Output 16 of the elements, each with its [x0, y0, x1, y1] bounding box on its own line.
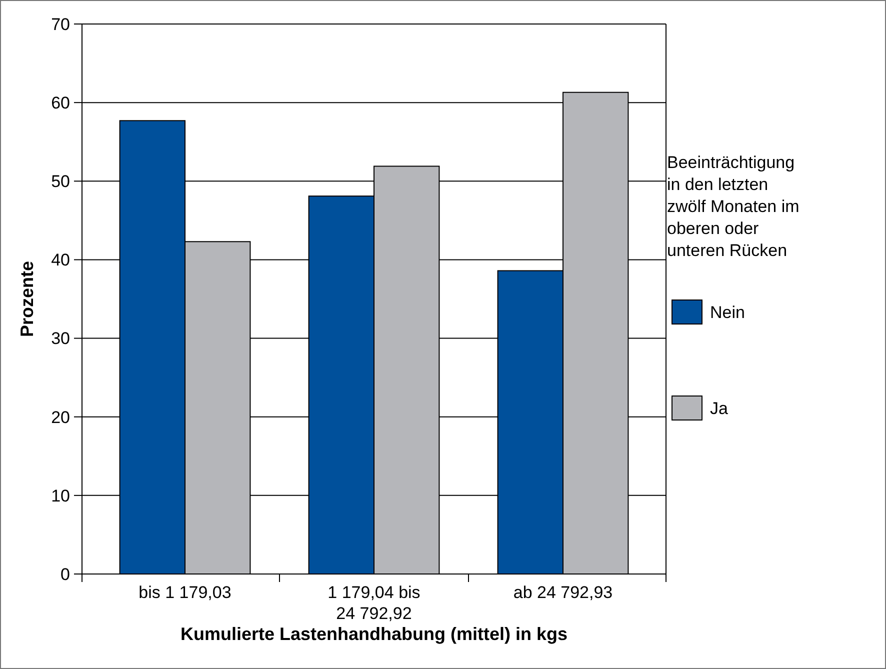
y-axis-title: Prozente [17, 260, 37, 338]
y-tick-label: 10 [51, 486, 70, 506]
legend-label: Nein [710, 302, 745, 322]
y-tick-label: 50 [51, 172, 70, 192]
legend-title: Beeinträchtigung in den letzten zwölf Monaten im oberen oder unteren Rücken [667, 153, 800, 260]
y-tick-label: 20 [51, 408, 70, 427]
y-tick-label: 30 [51, 329, 70, 348]
y-tick-label: 60 [51, 94, 70, 113]
y-tick-label: 40 [51, 250, 70, 270]
x-tick-label: bis 1 179,03 [138, 583, 232, 602]
x-tick-label: 1 179,04 bis 24 792,92 [328, 583, 420, 623]
y-tick-label: 0 [60, 564, 70, 584]
x-tick-label: ab 24 792,93 [513, 583, 613, 602]
x-axis-title: Kumulierte Lastenhandhabung (mittel) in kgs [180, 624, 568, 644]
y-tick-label: 70 [51, 14, 70, 34]
legend-label: Ja [710, 398, 728, 418]
